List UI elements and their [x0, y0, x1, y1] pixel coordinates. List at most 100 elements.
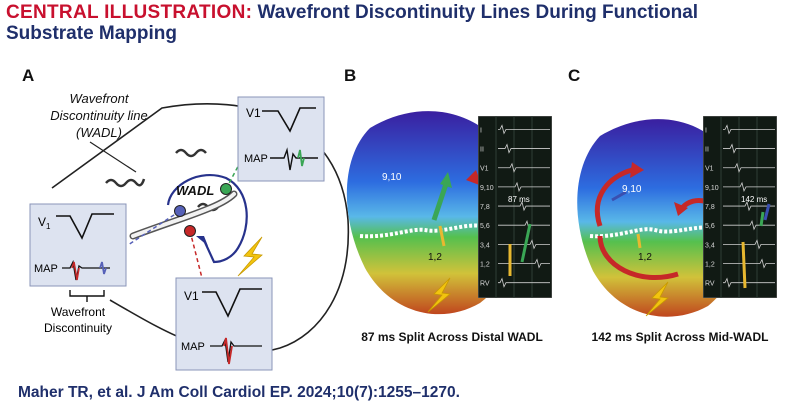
v1-trace-bottom: [202, 288, 262, 318]
connector-green: [225, 139, 253, 190]
wadl-border-c: [589, 225, 757, 239]
wadl-caption-line1: Wavefront: [69, 91, 129, 106]
egm-trace-line: [498, 181, 550, 193]
egm-trace-line: [723, 124, 775, 135]
blue-arrow-c: [611, 190, 627, 202]
egm-trace-line: [498, 124, 550, 135]
map-spike-red: [223, 337, 233, 365]
v1-label-top: V1: [246, 106, 261, 120]
egm-trace-line: [723, 258, 775, 269]
red-wavefront-arrow-c-top: [594, 167, 633, 227]
egm-trace-line: [723, 239, 775, 250]
title-keyword: CENTRAL ILLUSTRATION:: [6, 2, 253, 23]
discontinuity-label-l1: Wavefront: [51, 305, 106, 319]
ecg-box-bottom: [175, 277, 273, 371]
egm-trace-label: II: [480, 147, 484, 154]
egm-trace-label: 7,8: [480, 204, 490, 211]
egm-trace-line: [723, 200, 775, 212]
green-arrowhead-b: [440, 172, 452, 188]
egm-trace-label: RV: [705, 281, 715, 288]
panel-b-letter: B: [344, 66, 357, 85]
green-egm-arrow-c: [759, 211, 765, 227]
egm-trace-label: I: [480, 127, 482, 134]
title-line2: Substrate Mapping: [6, 23, 178, 44]
egm-gridlines-b: [495, 116, 533, 298]
egm-trace-label: RV: [480, 281, 490, 288]
egm-trace-label: 9,10: [480, 185, 494, 192]
map-label-top: MAP: [244, 153, 268, 165]
lightning-bolt-icon: [237, 236, 263, 277]
wadl-caption-line2: Discontinuity line: [50, 108, 148, 123]
wadl-label: WADL: [176, 183, 214, 198]
egm-trace-line: [723, 277, 775, 288]
map-trace-left: [62, 259, 110, 281]
point-upper-b: 9,10: [382, 172, 402, 183]
wadl-scar-core: [131, 192, 236, 238]
v1-trace-top: [262, 107, 316, 133]
figure-title: CENTRAL ILLUSTRATION: Wavefront Disconti…: [6, 2, 796, 44]
connector-blue: [127, 210, 181, 246]
yellow-arrow-b: [438, 225, 446, 247]
egm-trace-label: I: [705, 127, 707, 134]
egm-trace-label: V1: [705, 166, 714, 173]
red-arrowhead-c-top: [630, 162, 644, 178]
map-label-left: MAP: [34, 263, 58, 275]
egm-trace-label: 3,4: [705, 242, 715, 249]
egm-trace-line: [498, 220, 550, 231]
egm-trace-label: II: [705, 147, 709, 154]
egm-trace-line: [498, 143, 550, 154]
map-trace-top: [270, 147, 318, 171]
egm-trace-line: [498, 200, 550, 212]
yellow-egm-arrow-c: [741, 241, 747, 289]
wadl-caption: Wavefront Discontinuity line (WADL): [24, 90, 174, 141]
egm-trace-label: 1,2: [480, 262, 490, 269]
wadl-border-b: [359, 223, 527, 239]
map-spike-green: [297, 149, 305, 167]
scar-squiggle: [175, 148, 207, 158]
blue-egm-arrow-c: [763, 203, 771, 221]
egm-trace-line: [498, 258, 550, 269]
egm-trace-label: 3,4: [480, 242, 490, 249]
split-label-c: 142 ms: [741, 195, 767, 204]
egm-trace-line: [723, 181, 775, 193]
egm-gridlines-c: [720, 116, 758, 298]
v1-label-left: V1: [38, 215, 51, 231]
point-lower-b: 1,2: [428, 252, 442, 263]
title-line1: Wavefront Discontinuity Lines During Fun…: [257, 2, 699, 23]
egm-trace-label: 5,6: [705, 223, 715, 230]
point-lower-c: 1,2: [638, 252, 652, 263]
egm-trace-label: 5,6: [480, 223, 490, 230]
egm-trace-label: V1: [480, 166, 489, 173]
connector-red: [189, 230, 203, 279]
map-spike-blue-left: [99, 261, 107, 275]
egm-trace-line: [723, 143, 775, 154]
egm-trace-line: [723, 220, 775, 231]
egm-trace-label: 7,8: [705, 204, 715, 211]
v1-trace-left: [56, 213, 114, 240]
egm-trace-label: 1,2: [705, 262, 715, 269]
wadl-caption-line3: (WADL): [76, 125, 122, 140]
lightning-bolt-c-icon: [645, 281, 669, 317]
split-label-b: 87 ms: [508, 195, 530, 204]
egm-trace-label: 9,10: [705, 185, 719, 192]
green-arrow-b: [431, 183, 449, 221]
discontinuity-bracket: [69, 290, 105, 302]
wadl-line: [166, 173, 248, 264]
red-arrowhead-c-right: [674, 202, 688, 216]
caption-c: 142 ms Split Across Mid-WADL: [591, 330, 769, 344]
egm-trace-line: [498, 277, 550, 288]
point-upper-c: 9,10: [622, 184, 642, 195]
v1-label-bottom: V1: [184, 289, 199, 303]
egm-trace-line: [498, 162, 550, 173]
panel-a-letter: A: [22, 66, 35, 85]
caption-b: 87 ms Split Across Distal WADL: [361, 330, 543, 344]
map-label-bottom: MAP: [181, 341, 205, 353]
scar-squiggle: [105, 178, 146, 188]
egm-trace-line: [723, 162, 775, 173]
citation: Maher TR, et al. J Am Coll Cardiol EP. 2…: [18, 384, 460, 401]
lightning-bolt-b-icon: [427, 277, 451, 313]
red-wavefront-arrow-c-bottom: [597, 235, 679, 281]
map-spike-red-left: [71, 261, 80, 281]
